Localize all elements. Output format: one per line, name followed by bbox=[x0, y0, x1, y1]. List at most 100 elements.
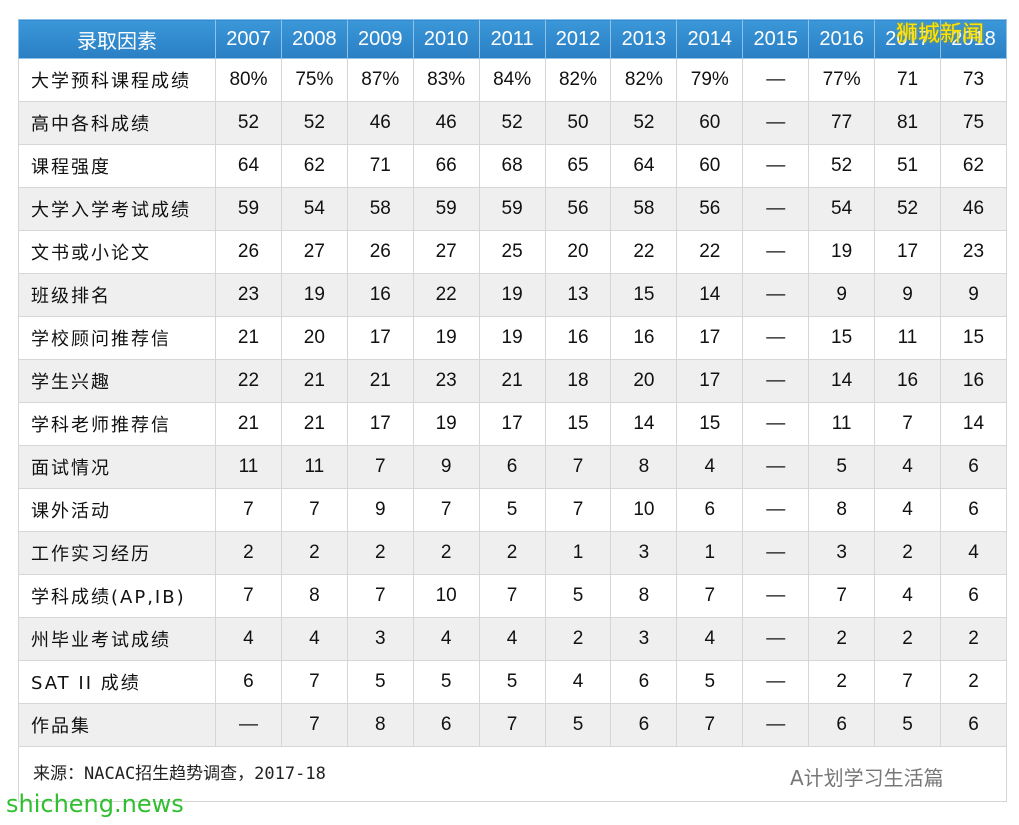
cell: 9 bbox=[808, 273, 876, 317]
header-cell: 2009 bbox=[346, 19, 414, 59]
table-row: 高中各科成绩 52 52 46 46 52 50 52 60—77 81 75 bbox=[18, 101, 1008, 145]
cell: 52 bbox=[808, 144, 876, 188]
cell: 82% bbox=[544, 58, 612, 102]
cell: 11 bbox=[808, 402, 876, 446]
table-row: 课外活动 7 7 9 7 5 7 10 6—8 4 6 bbox=[18, 488, 1008, 532]
table-row: 大学入学考试成绩 59 54 58 59 59 56 58 56—54 52 46 bbox=[18, 187, 1008, 231]
cell: 7 bbox=[215, 488, 282, 532]
cell: 16 bbox=[544, 316, 612, 360]
cell: — bbox=[742, 574, 810, 618]
cell: 71 bbox=[346, 144, 414, 188]
cell: 5 bbox=[676, 660, 744, 704]
cell: 4 bbox=[544, 660, 612, 704]
watermark: shicheng.news bbox=[6, 790, 184, 818]
cell: 8 bbox=[610, 574, 678, 618]
cell: 64 bbox=[610, 144, 678, 188]
cell: 59 bbox=[412, 187, 480, 231]
cell: 60 bbox=[676, 144, 744, 188]
cell: — bbox=[742, 273, 810, 317]
header-row: 录取因素 2007 2008 2009 2010 2011 2012 2013 2014 2015… bbox=[18, 19, 1008, 59]
cell: 21 bbox=[280, 402, 348, 446]
cell: 84% bbox=[478, 58, 546, 102]
header-cell: 2015 bbox=[742, 19, 810, 59]
cell: 10 bbox=[610, 488, 678, 532]
cell: 16 bbox=[874, 359, 941, 403]
source-note: 来源：NACAC招生趋势调查，2017-18 bbox=[18, 747, 1007, 802]
cell: 17 bbox=[676, 316, 744, 360]
cell: 8 bbox=[346, 703, 414, 747]
header-cell: 2008 bbox=[280, 19, 348, 59]
cell: 15 bbox=[544, 402, 612, 446]
cell: 16 bbox=[610, 316, 678, 360]
cell: 2 bbox=[412, 531, 480, 575]
row-label: 大学预科课程成绩 bbox=[18, 58, 216, 102]
cell: — bbox=[742, 316, 810, 360]
cell: 23 bbox=[939, 230, 1008, 274]
header-cell: 2010 bbox=[412, 19, 480, 59]
cell: 75% bbox=[280, 58, 348, 102]
cell: 46 bbox=[939, 187, 1008, 231]
cell: 75 bbox=[939, 101, 1008, 145]
cell: 14 bbox=[610, 402, 678, 446]
cell: 1 bbox=[676, 531, 744, 575]
cell: 62 bbox=[280, 144, 348, 188]
cell: 19 bbox=[478, 316, 546, 360]
cell: 46 bbox=[412, 101, 480, 145]
table-row: 学科老师推荐信 21 21 17 19 17 15 14 15—11 7 14 bbox=[18, 402, 1008, 446]
header-cell: 录取因素 bbox=[18, 19, 216, 59]
cell: 17 bbox=[346, 402, 414, 446]
cell: — bbox=[742, 660, 810, 704]
row-label: 面试情况 bbox=[18, 445, 216, 489]
cell: 87% bbox=[346, 58, 414, 102]
cell: 8 bbox=[280, 574, 348, 618]
cell: 7 bbox=[346, 574, 414, 618]
cell: 2 bbox=[215, 531, 282, 575]
cell: — bbox=[742, 101, 810, 145]
cell: 21 bbox=[215, 402, 282, 446]
cell: 59 bbox=[478, 187, 546, 231]
cell: 22 bbox=[412, 273, 480, 317]
header-cell: 2014 bbox=[676, 19, 744, 59]
cell: 6 bbox=[939, 488, 1008, 532]
cell: 5 bbox=[808, 445, 876, 489]
cell: 80% bbox=[215, 58, 282, 102]
cell: 20 bbox=[544, 230, 612, 274]
row-label: 课外活动 bbox=[18, 488, 216, 532]
cell: 46 bbox=[346, 101, 414, 145]
cell: — bbox=[742, 617, 810, 661]
cell: 22 bbox=[676, 230, 744, 274]
cell: 21 bbox=[280, 359, 348, 403]
row-label: 州毕业考试成绩 bbox=[18, 617, 216, 661]
cell: 4 bbox=[478, 617, 546, 661]
cell: 23 bbox=[215, 273, 282, 317]
cell: 7 bbox=[874, 660, 941, 704]
row-label: 学科老师推荐信 bbox=[18, 402, 216, 446]
cell: 6 bbox=[610, 660, 678, 704]
cell: 66 bbox=[412, 144, 480, 188]
header-cell: 2013 bbox=[610, 19, 678, 59]
row-label: 高中各科成绩 bbox=[18, 101, 216, 145]
row-label: 学校顾问推荐信 bbox=[18, 316, 216, 360]
cell: 9 bbox=[874, 273, 941, 317]
cell: 7 bbox=[676, 574, 744, 618]
cell: 52 bbox=[478, 101, 546, 145]
cell: — bbox=[742, 359, 810, 403]
cell: 58 bbox=[610, 187, 678, 231]
cell: 7 bbox=[346, 445, 414, 489]
cell: 77 bbox=[808, 101, 876, 145]
cell: 65 bbox=[544, 144, 612, 188]
cell: 20 bbox=[280, 316, 348, 360]
watermark: 狮城新闻 bbox=[896, 22, 985, 47]
cell: 62 bbox=[939, 144, 1008, 188]
cell: 19 bbox=[412, 402, 480, 446]
table-row: 课程强度 64 62 71 66 68 65 64 60—52 51 62 bbox=[18, 144, 1008, 188]
cell: 11 bbox=[215, 445, 282, 489]
header-cell: 2016 bbox=[808, 19, 876, 59]
row-label: SAT II 成绩 bbox=[18, 660, 216, 704]
cell: 6 bbox=[676, 488, 744, 532]
cell: 7 bbox=[676, 703, 744, 747]
cell: 7 bbox=[280, 660, 348, 704]
table-row: 学生兴趣 22 21 21 23 21 18 20 17—14 16 16 bbox=[18, 359, 1008, 403]
cell: 6 bbox=[939, 445, 1008, 489]
